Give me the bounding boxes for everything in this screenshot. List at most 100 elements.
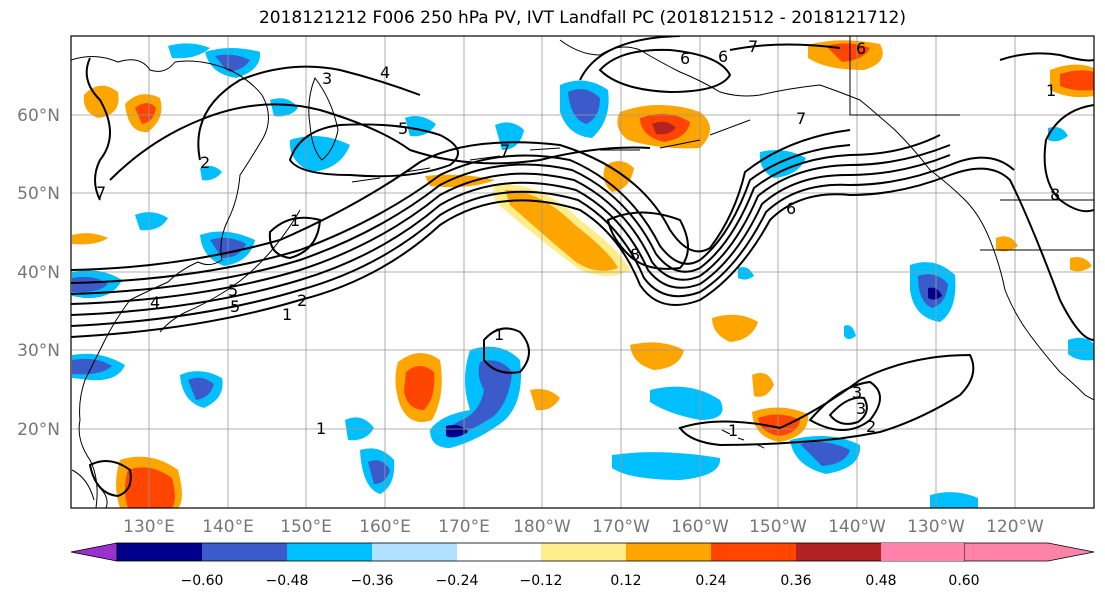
contour-line bbox=[71, 167, 1094, 341]
colorbar-segment bbox=[287, 543, 372, 561]
pv-shading bbox=[72, 40, 1094, 508]
contour-line bbox=[606, 211, 689, 270]
pv-contours bbox=[71, 36, 1094, 498]
contour-label: 1 bbox=[290, 211, 300, 230]
negative-anomaly bbox=[215, 54, 250, 72]
contour-label: 1 bbox=[282, 305, 292, 324]
contour-line bbox=[71, 134, 941, 295]
colorbar-tick-label: 0.12 bbox=[610, 573, 641, 589]
contour-label: 7 bbox=[500, 141, 510, 160]
colorbar-segment bbox=[796, 543, 881, 561]
map-frame bbox=[70, 35, 1095, 509]
colorbar-tick-label: −0.60 bbox=[181, 573, 224, 589]
coastline-alaska bbox=[559, 39, 1094, 401]
coastline-asia bbox=[71, 56, 269, 508]
figure-title: 2018121212 F006 250 hPa PV, IVT Landfall… bbox=[258, 8, 906, 28]
positive-anomaly bbox=[125, 467, 175, 508]
negative-anomaly bbox=[928, 287, 942, 300]
contour-label: 5 bbox=[398, 119, 408, 138]
colorbar-tick-label: 0.36 bbox=[780, 573, 811, 589]
contour-line bbox=[71, 154, 951, 316]
contour-line bbox=[999, 52, 1094, 62]
contour-line bbox=[71, 129, 851, 271]
contour-label: 4 bbox=[380, 63, 390, 82]
contour-label: 3 bbox=[856, 399, 866, 418]
contour-label: 5 bbox=[230, 297, 240, 316]
contour-line bbox=[85, 57, 111, 201]
coastline-canada-interior bbox=[849, 36, 1094, 251]
contour-label: 6 bbox=[680, 49, 690, 68]
colorbar-tick-label: 0.60 bbox=[948, 573, 979, 589]
negative-anomaly bbox=[188, 377, 214, 400]
contour-label: 3 bbox=[852, 383, 862, 402]
contour-line bbox=[71, 144, 851, 284]
contour-label: 1 bbox=[494, 325, 504, 344]
colorbar-segment bbox=[117, 543, 202, 561]
positive-anomaly bbox=[72, 233, 108, 245]
contour-label: 1 bbox=[1046, 81, 1056, 100]
lon-label: 160°E bbox=[359, 517, 411, 537]
map-area: 1 2 3 4 5 6 7 8 1 2 3 4 5 6 7 8 7 bbox=[70, 35, 1095, 509]
contour-line bbox=[828, 396, 868, 425]
contour-label: 8 bbox=[630, 245, 640, 264]
contour-line bbox=[71, 144, 951, 305]
positive-anomaly bbox=[652, 121, 676, 135]
negative-anomaly bbox=[289, 136, 350, 172]
contour-label: 7 bbox=[96, 183, 106, 202]
colorbar-tick-label: −0.12 bbox=[520, 573, 563, 589]
positive-anomaly bbox=[630, 342, 684, 370]
colorbar-extend-high bbox=[963, 542, 1095, 562]
lat-label: 50°N bbox=[17, 184, 60, 204]
latitude-labels: 60°N 50°N 40°N 30°N 20°N bbox=[17, 106, 60, 440]
contour-label: 1 bbox=[316, 419, 326, 438]
negative-anomaly bbox=[447, 360, 512, 438]
contour-label: 1 bbox=[728, 421, 738, 440]
lat-label: 40°N bbox=[17, 263, 60, 283]
contour-line bbox=[71, 156, 1015, 327]
coastlines bbox=[71, 36, 1094, 508]
contour-line bbox=[483, 327, 530, 374]
contour-line bbox=[598, 48, 732, 94]
negative-anomaly bbox=[650, 386, 723, 420]
colorbar: −0.60 −0.48 −0.36 −0.24 −0.12 0.12 0.24 … bbox=[70, 542, 1095, 589]
lon-label: 130°E bbox=[123, 517, 175, 537]
lon-label: 120°W bbox=[986, 517, 1044, 537]
contour-labels: 1 2 3 4 5 6 7 8 1 2 3 4 5 6 7 8 7 bbox=[96, 37, 1060, 440]
positive-anomaly bbox=[758, 414, 800, 436]
colorbar-extend-low bbox=[70, 542, 118, 562]
negative-anomaly bbox=[1068, 337, 1094, 361]
lon-label: 170°W bbox=[592, 517, 650, 537]
contour-label: 6 bbox=[718, 47, 728, 66]
contour-label: 8 bbox=[1050, 185, 1060, 204]
lon-label: 180°W bbox=[513, 517, 571, 537]
lon-label: 140°W bbox=[828, 517, 886, 537]
contour-line bbox=[288, 123, 459, 178]
contour-label: 7 bbox=[748, 37, 758, 56]
colorbar-segment bbox=[541, 543, 626, 561]
lat-label: 30°N bbox=[17, 341, 60, 361]
contour-label: 6 bbox=[786, 199, 796, 218]
colorbar-tick-label: 0.48 bbox=[865, 573, 896, 589]
contour-line bbox=[197, 65, 421, 161]
positive-anomaly bbox=[712, 314, 758, 342]
negative-anomaly bbox=[368, 460, 390, 484]
contour-label: 4 bbox=[150, 293, 160, 312]
colorbar-tick-label: −0.48 bbox=[266, 573, 309, 589]
lon-label: 170°E bbox=[438, 517, 490, 537]
negative-anomaly bbox=[72, 276, 108, 293]
negative-anomaly bbox=[800, 442, 850, 466]
negative-anomaly bbox=[844, 325, 856, 339]
positive-anomaly bbox=[1070, 257, 1092, 272]
contour-line bbox=[1043, 104, 1094, 213]
lat-label: 20°N bbox=[17, 420, 60, 440]
contour-line bbox=[678, 353, 975, 447]
contour-line bbox=[808, 380, 881, 431]
contour-label: 7 bbox=[796, 109, 806, 128]
colorbar-tick-label: −0.24 bbox=[436, 573, 479, 589]
negative-anomaly bbox=[930, 492, 978, 508]
colorbar-tick-label: −0.36 bbox=[351, 573, 394, 589]
colorbar-segment bbox=[372, 543, 457, 561]
lon-label: 150°E bbox=[280, 517, 332, 537]
longitude-labels: 130°E 140°E 150°E 160°E 170°E 180°W 170°… bbox=[123, 517, 1044, 537]
negative-anomaly bbox=[446, 424, 468, 438]
